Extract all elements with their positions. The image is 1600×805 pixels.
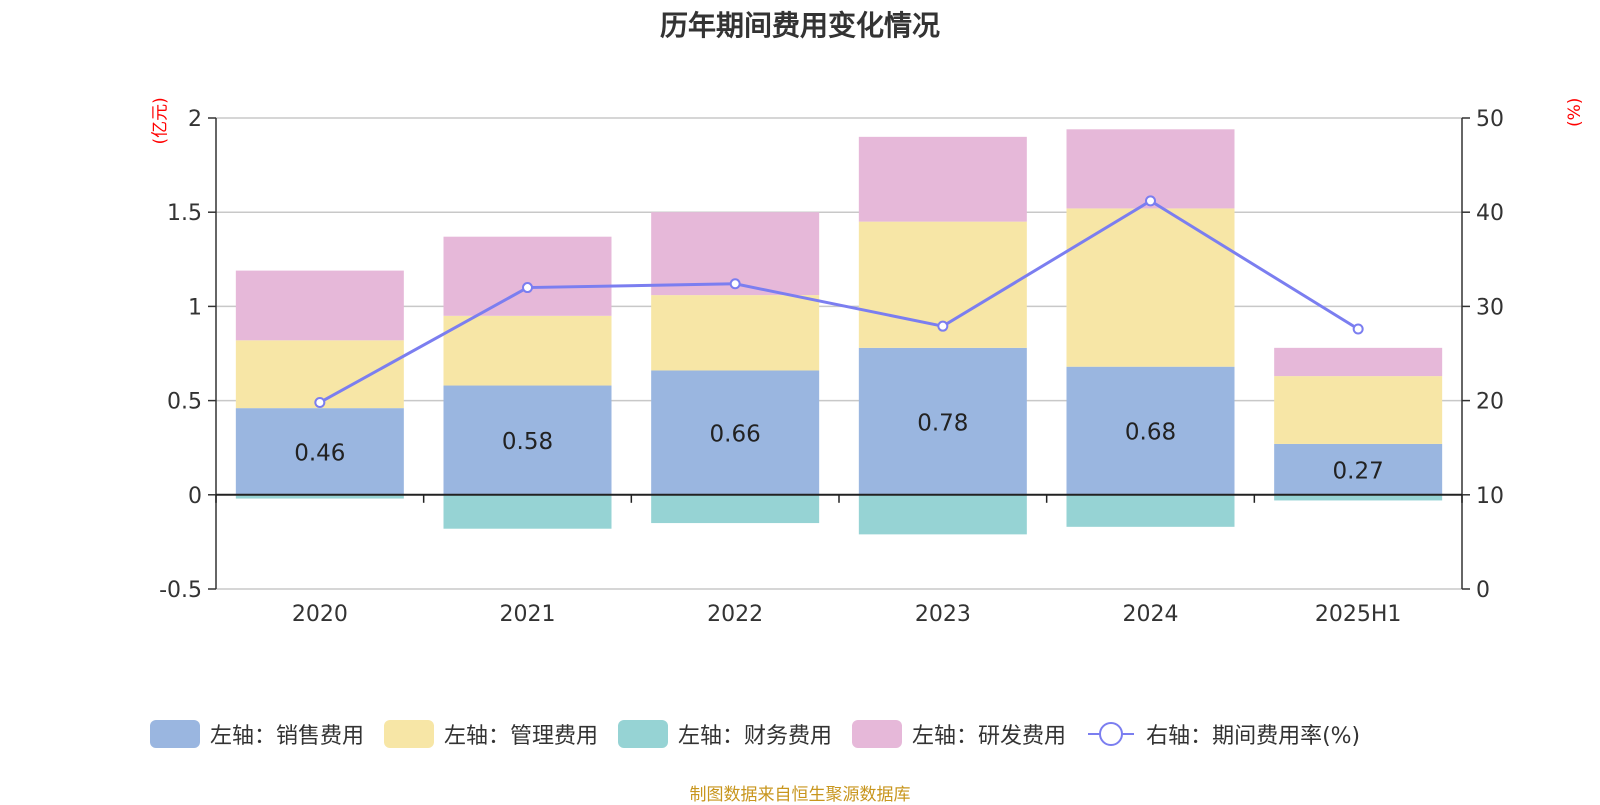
- bar-finance: [651, 494, 820, 524]
- rate-point: [937, 320, 949, 332]
- legend-swatch-rate: [1088, 722, 1135, 746]
- legend-swatch-finance: [618, 720, 669, 748]
- bar-admin: [235, 340, 404, 409]
- bar-rd: [858, 136, 1027, 222]
- bar-sales: [858, 347, 1027, 495]
- right-axis-tick-label: 30: [1476, 295, 1504, 320]
- left-axis-tick-label: -0.5: [159, 578, 202, 603]
- legend-label-admin: 左轴：管理费用: [444, 724, 599, 749]
- data-label-sales: 0.66: [710, 422, 761, 448]
- rate-point: [314, 396, 326, 408]
- data-label-sales: 0.68: [1125, 420, 1176, 446]
- legend-item-sales[interactable]: 左轴：销售费用: [150, 718, 364, 750]
- legend-label-rate: 右轴：期间费用率(%): [1146, 724, 1361, 749]
- left-axis-tick-label: 2: [188, 107, 202, 132]
- bar-admin: [651, 295, 820, 371]
- x-axis-category-label: 2020: [292, 602, 348, 627]
- bar-admin: [1274, 376, 1443, 444]
- x-axis-category-label: 2021: [500, 602, 556, 627]
- bar-finance: [443, 494, 612, 529]
- rate-point: [522, 282, 533, 294]
- left-axis-tick-label: 0.5: [167, 390, 202, 415]
- right-axis-tick-label: 10: [1476, 484, 1504, 509]
- rate-point: [1352, 323, 1364, 335]
- x-axis-category-label: 2022: [707, 602, 763, 627]
- rate-line: [319, 199, 1359, 404]
- legend-swatch-rd: [852, 720, 903, 748]
- data-label-sales: 0.78: [917, 410, 968, 436]
- bar-finance: [235, 494, 404, 499]
- bar-sales: [443, 385, 612, 495]
- data-label-sales: 0.46: [294, 440, 345, 466]
- bar-sales: [651, 370, 820, 495]
- legend-label-finance: 左轴：财务费用: [678, 724, 833, 749]
- bar-rd: [235, 270, 404, 341]
- chart-title: 历年期间费用变化情况: [659, 9, 940, 42]
- bar-finance: [858, 494, 1027, 535]
- left-axis-tick-label: 1: [188, 295, 202, 320]
- legend-swatch-admin: [384, 720, 435, 748]
- legend-item-finance[interactable]: 左轴：财务费用: [618, 718, 832, 750]
- legend-item-rate[interactable]: 右轴：期间费用率(%): [1086, 718, 1360, 750]
- legend-item-rd[interactable]: 左轴：研发费用: [852, 718, 1066, 750]
- right-axis-tick-label: 40: [1476, 201, 1504, 226]
- data-label-sales: 0.27: [1333, 458, 1384, 484]
- bar-admin: [443, 315, 612, 386]
- right-axis-tick-label: 20: [1476, 390, 1504, 415]
- bar-sales: [1274, 443, 1443, 495]
- bar-finance: [1066, 494, 1235, 527]
- data-source-note: 制图数据来自恒生聚源数据库: [689, 785, 911, 805]
- x-axis-category-label: 2024: [1123, 602, 1179, 627]
- chart-legend: 左轴：销售费用 左轴：管理费用 左轴：财务费用 左轴：研发费用 右轴：期间费用率…: [150, 718, 1380, 750]
- right-axis-tick-label: 0: [1476, 578, 1490, 603]
- bar-finance: [1274, 494, 1443, 501]
- left-axis-tick-label: 0: [188, 484, 202, 509]
- x-axis-category-label: 2025H1: [1315, 602, 1402, 627]
- legend-swatch-sales: [150, 720, 200, 748]
- legend-item-admin[interactable]: 左轴：管理费用: [384, 718, 598, 750]
- bar-rd: [1066, 129, 1235, 209]
- right-axis-tick-label: 50: [1476, 107, 1504, 132]
- legend-label-rd: 左轴：研发费用: [912, 724, 1067, 749]
- bar-sales: [1066, 366, 1235, 495]
- rate-point: [1145, 195, 1156, 207]
- bar-rd: [1274, 347, 1443, 377]
- bar-rd: [443, 236, 612, 316]
- data-label-sales: 0.58: [502, 429, 553, 455]
- bar-admin: [1066, 208, 1235, 367]
- bar-sales: [235, 408, 404, 495]
- x-axis-category-label: 2023: [915, 602, 971, 627]
- rate-point: [729, 278, 741, 290]
- legend-label-sales: 左轴：销售费用: [210, 724, 365, 749]
- left-axis-tick-label: 1.5: [167, 201, 202, 226]
